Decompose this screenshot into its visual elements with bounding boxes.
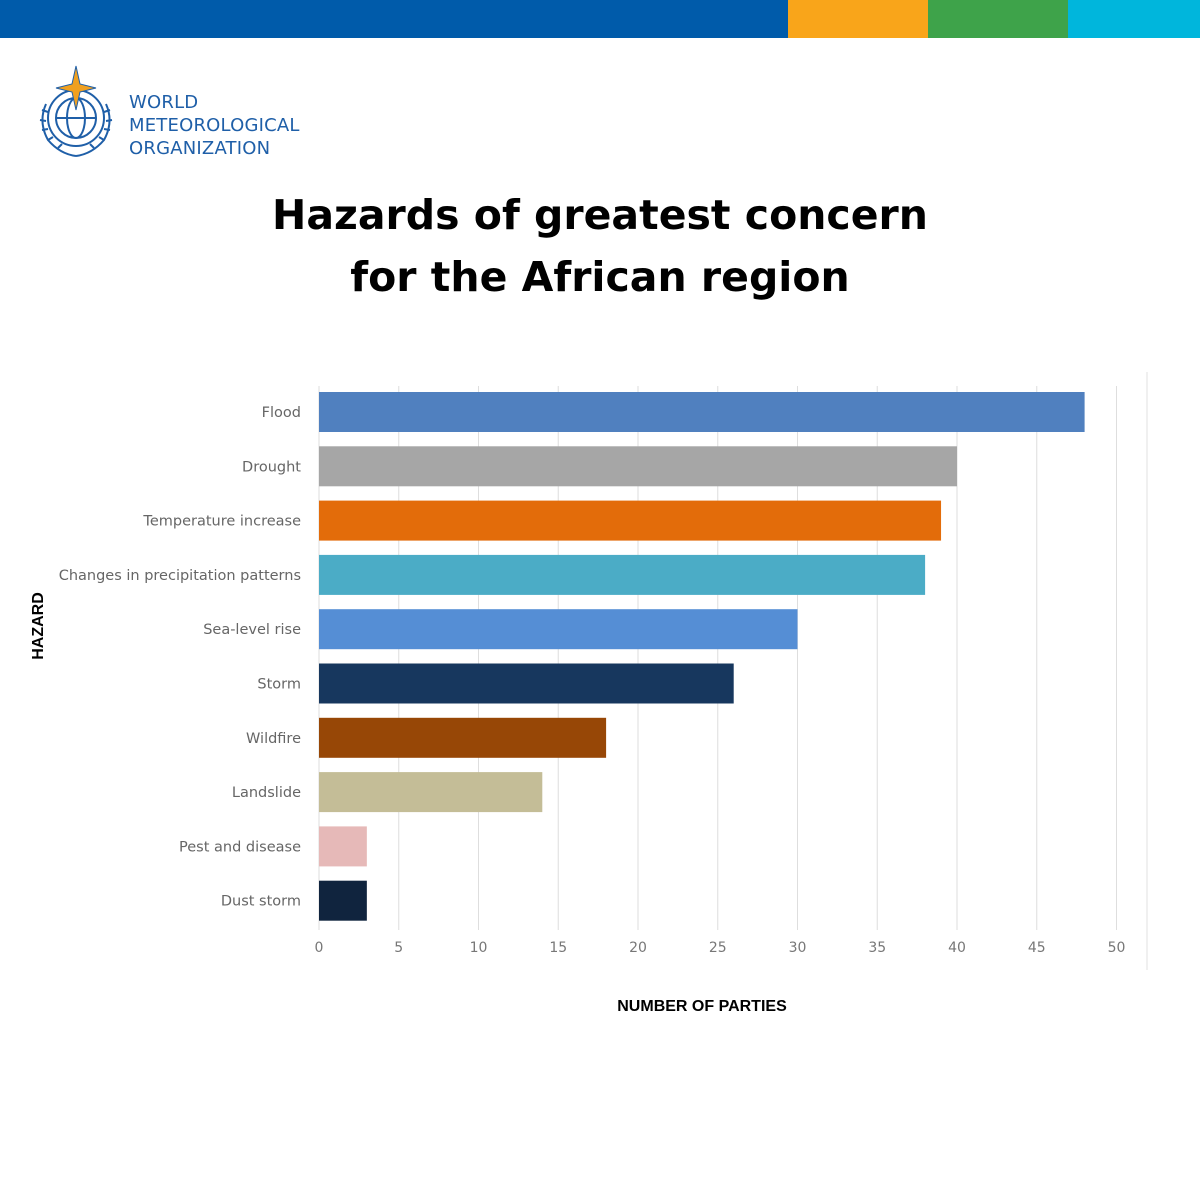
bar (319, 554, 926, 595)
bar (319, 392, 1085, 432)
x-tick-label: 25 (709, 940, 727, 956)
stripe-orange (788, 0, 928, 38)
bar (319, 826, 367, 867)
category-label: Sea-level rise (203, 622, 301, 638)
bar (319, 663, 734, 704)
x-tick-label: 5 (394, 940, 403, 956)
x-tick-label: 30 (789, 940, 807, 956)
category-label: Wildfire (246, 731, 301, 747)
bar (319, 717, 607, 758)
category-label: Drought (242, 459, 301, 475)
category-label: Storm (257, 677, 301, 693)
bar (319, 609, 798, 650)
x-tick-label: 0 (315, 940, 324, 956)
stripe-blue (0, 0, 788, 38)
bar (319, 446, 957, 487)
chart-title-line-2: for the African region (350, 253, 850, 301)
category-label: Landslide (232, 785, 301, 801)
chart-title: Hazards of greatest concern for the Afri… (0, 184, 1200, 308)
org-name-line-1: WORLD (129, 92, 199, 113)
x-tick-label: 45 (1028, 940, 1046, 956)
x-tick-label: 20 (629, 940, 647, 956)
chart-title-line-1: Hazards of greatest concern (272, 191, 928, 239)
bar (319, 500, 942, 541)
bar-chart: Flood Drought Temperature increase Changes … (59, 372, 1148, 970)
x-tick-label: 10 (470, 940, 488, 956)
x-tick-label: 50 (1108, 940, 1126, 956)
wmo-emblem-icon (39, 65, 113, 157)
stripe-green (928, 0, 1068, 38)
org-name: WORLD METEOROLOGICAL ORGANIZATION (129, 91, 300, 160)
bar (319, 880, 367, 921)
category-label: Changes in precipitation patterns (59, 568, 301, 584)
category-label: Temperature increase (142, 514, 301, 530)
x-tick-label: 35 (868, 940, 886, 956)
org-name-line-2: METEOROLOGICAL (129, 115, 300, 136)
org-name-line-3: ORGANIZATION (129, 138, 271, 159)
bar (319, 772, 543, 813)
x-axis-label: NUMBER OF PARTIES (617, 998, 787, 1015)
x-tick-label: 40 (948, 940, 966, 956)
stripe-cyan (1068, 0, 1200, 38)
category-label: Pest and disease (179, 839, 301, 855)
x-tick-label: 15 (549, 940, 567, 956)
category-label: Dust storm (221, 894, 301, 910)
category-label: Flood (262, 405, 301, 421)
top-color-stripe (0, 0, 1200, 38)
